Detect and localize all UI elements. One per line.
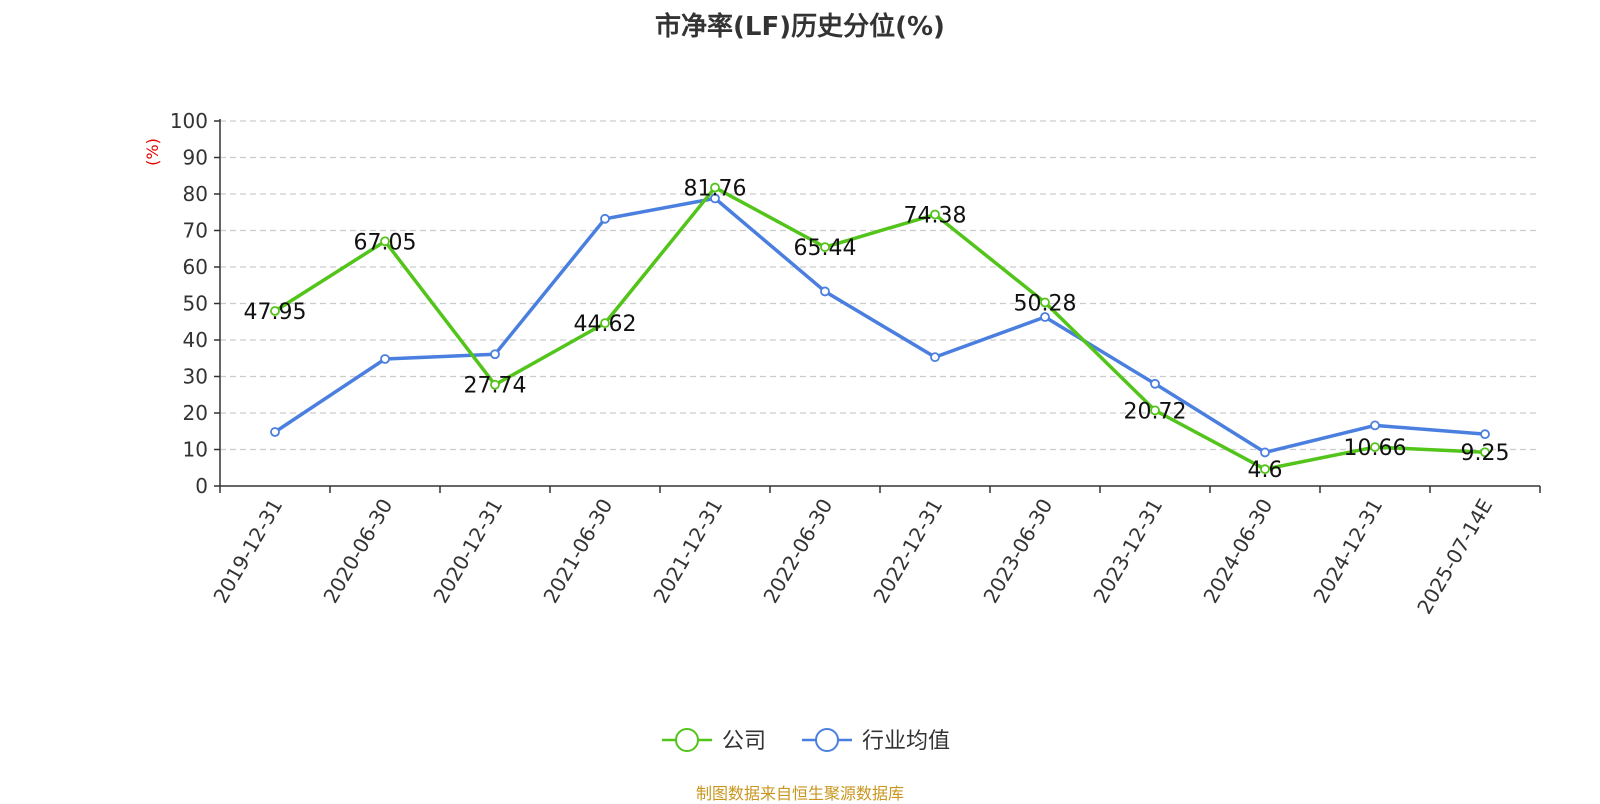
data-label: 9.25	[1461, 441, 1510, 466]
x-tick-label: 2023-06-30	[978, 495, 1057, 608]
y-axis-label: (%)	[143, 138, 162, 166]
legend-label: 公司	[722, 729, 766, 754]
y-tick-label: 40	[183, 328, 208, 352]
x-tick-label: 2022-12-31	[868, 495, 947, 608]
x-tick-label: 2023-12-31	[1088, 495, 1167, 608]
data-point	[490, 379, 500, 390]
series	[270, 182, 1490, 475]
source-note: 制图数据来自恒生聚源数据库	[695, 784, 904, 803]
data-label: 44.62	[574, 312, 637, 337]
y-tick-label: 10	[183, 438, 208, 462]
data-label: 67.05	[354, 230, 417, 255]
data-label: 20.72	[1124, 399, 1187, 424]
data-label: 10.66	[1344, 436, 1407, 461]
legend-item[interactable]: 公司	[662, 728, 766, 754]
legend[interactable]: 公司 行业均值	[662, 728, 950, 754]
data-point	[600, 213, 610, 224]
data-point	[1040, 312, 1050, 322]
y-tick-label: 50	[183, 292, 208, 316]
y-tick-label: 80	[183, 182, 208, 206]
data-point	[1260, 464, 1270, 475]
grid-lines	[220, 120, 1540, 451]
data-point	[1040, 297, 1050, 308]
x-tick-label: 2021-06-30	[538, 495, 617, 608]
series-line-公司	[274, 185, 1486, 471]
data-point	[820, 242, 830, 253]
x-tick-label: 2024-06-30	[1198, 495, 1277, 608]
data-point	[380, 236, 390, 247]
data-labels: 47.95 67.05 27.74 44.62 81.76 65.44 74.38 50.28…	[244, 177, 1510, 484]
data-point	[710, 193, 720, 204]
data-point	[1480, 429, 1490, 440]
x-tick-label: 2024-12-31	[1308, 495, 1387, 608]
data-label: 74.38	[904, 204, 967, 229]
y-tick-label: 20	[183, 401, 208, 425]
data-point	[820, 286, 830, 297]
legend-marker	[675, 728, 699, 752]
data-label: 50.28	[1014, 291, 1077, 316]
data-point	[1480, 447, 1490, 458]
data-label: 65.44	[794, 236, 857, 261]
data-label: 47.95	[244, 300, 307, 325]
data-label: 27.74	[464, 374, 527, 399]
legend-item[interactable]: 行业均值	[802, 728, 950, 754]
chart-title: 市净率(LF)历史分位(%)	[655, 12, 945, 42]
x-tick-label: 2020-06-30	[318, 495, 397, 608]
data-point	[270, 427, 280, 437]
data-point	[930, 352, 940, 363]
legend-marker	[815, 728, 839, 752]
data-point	[1370, 420, 1380, 431]
x-tick-label: 2022-06-30	[758, 495, 837, 608]
data-label: 81.76	[684, 177, 747, 202]
y-tick-label: 60	[183, 255, 208, 279]
data-point	[490, 349, 500, 360]
data-point	[710, 182, 720, 193]
y-tick-label: 70	[183, 219, 208, 243]
data-point	[1260, 447, 1270, 458]
data-label: 4.6	[1248, 458, 1283, 483]
data-point	[380, 354, 390, 364]
y-tick-label: 30	[183, 365, 208, 389]
data-point	[270, 306, 280, 316]
y-tick-label: 0	[195, 474, 208, 498]
data-point	[1150, 405, 1160, 416]
x-tick-label: 2025-07-14E	[1412, 495, 1497, 619]
x-tick-label: 2020-12-31	[428, 495, 507, 608]
x-tick-label: 2021-12-31	[648, 495, 727, 608]
legend-label: 行业均值	[862, 729, 950, 754]
data-point	[930, 209, 940, 220]
data-point	[1370, 442, 1380, 452]
y-tick-label: 90	[183, 146, 208, 170]
data-point	[1150, 378, 1160, 389]
x-tick-label: 2019-12-31	[208, 495, 287, 608]
data-point	[600, 318, 610, 329]
series-line-行业均值	[274, 196, 1486, 455]
y-tick-label: 100	[170, 109, 208, 133]
